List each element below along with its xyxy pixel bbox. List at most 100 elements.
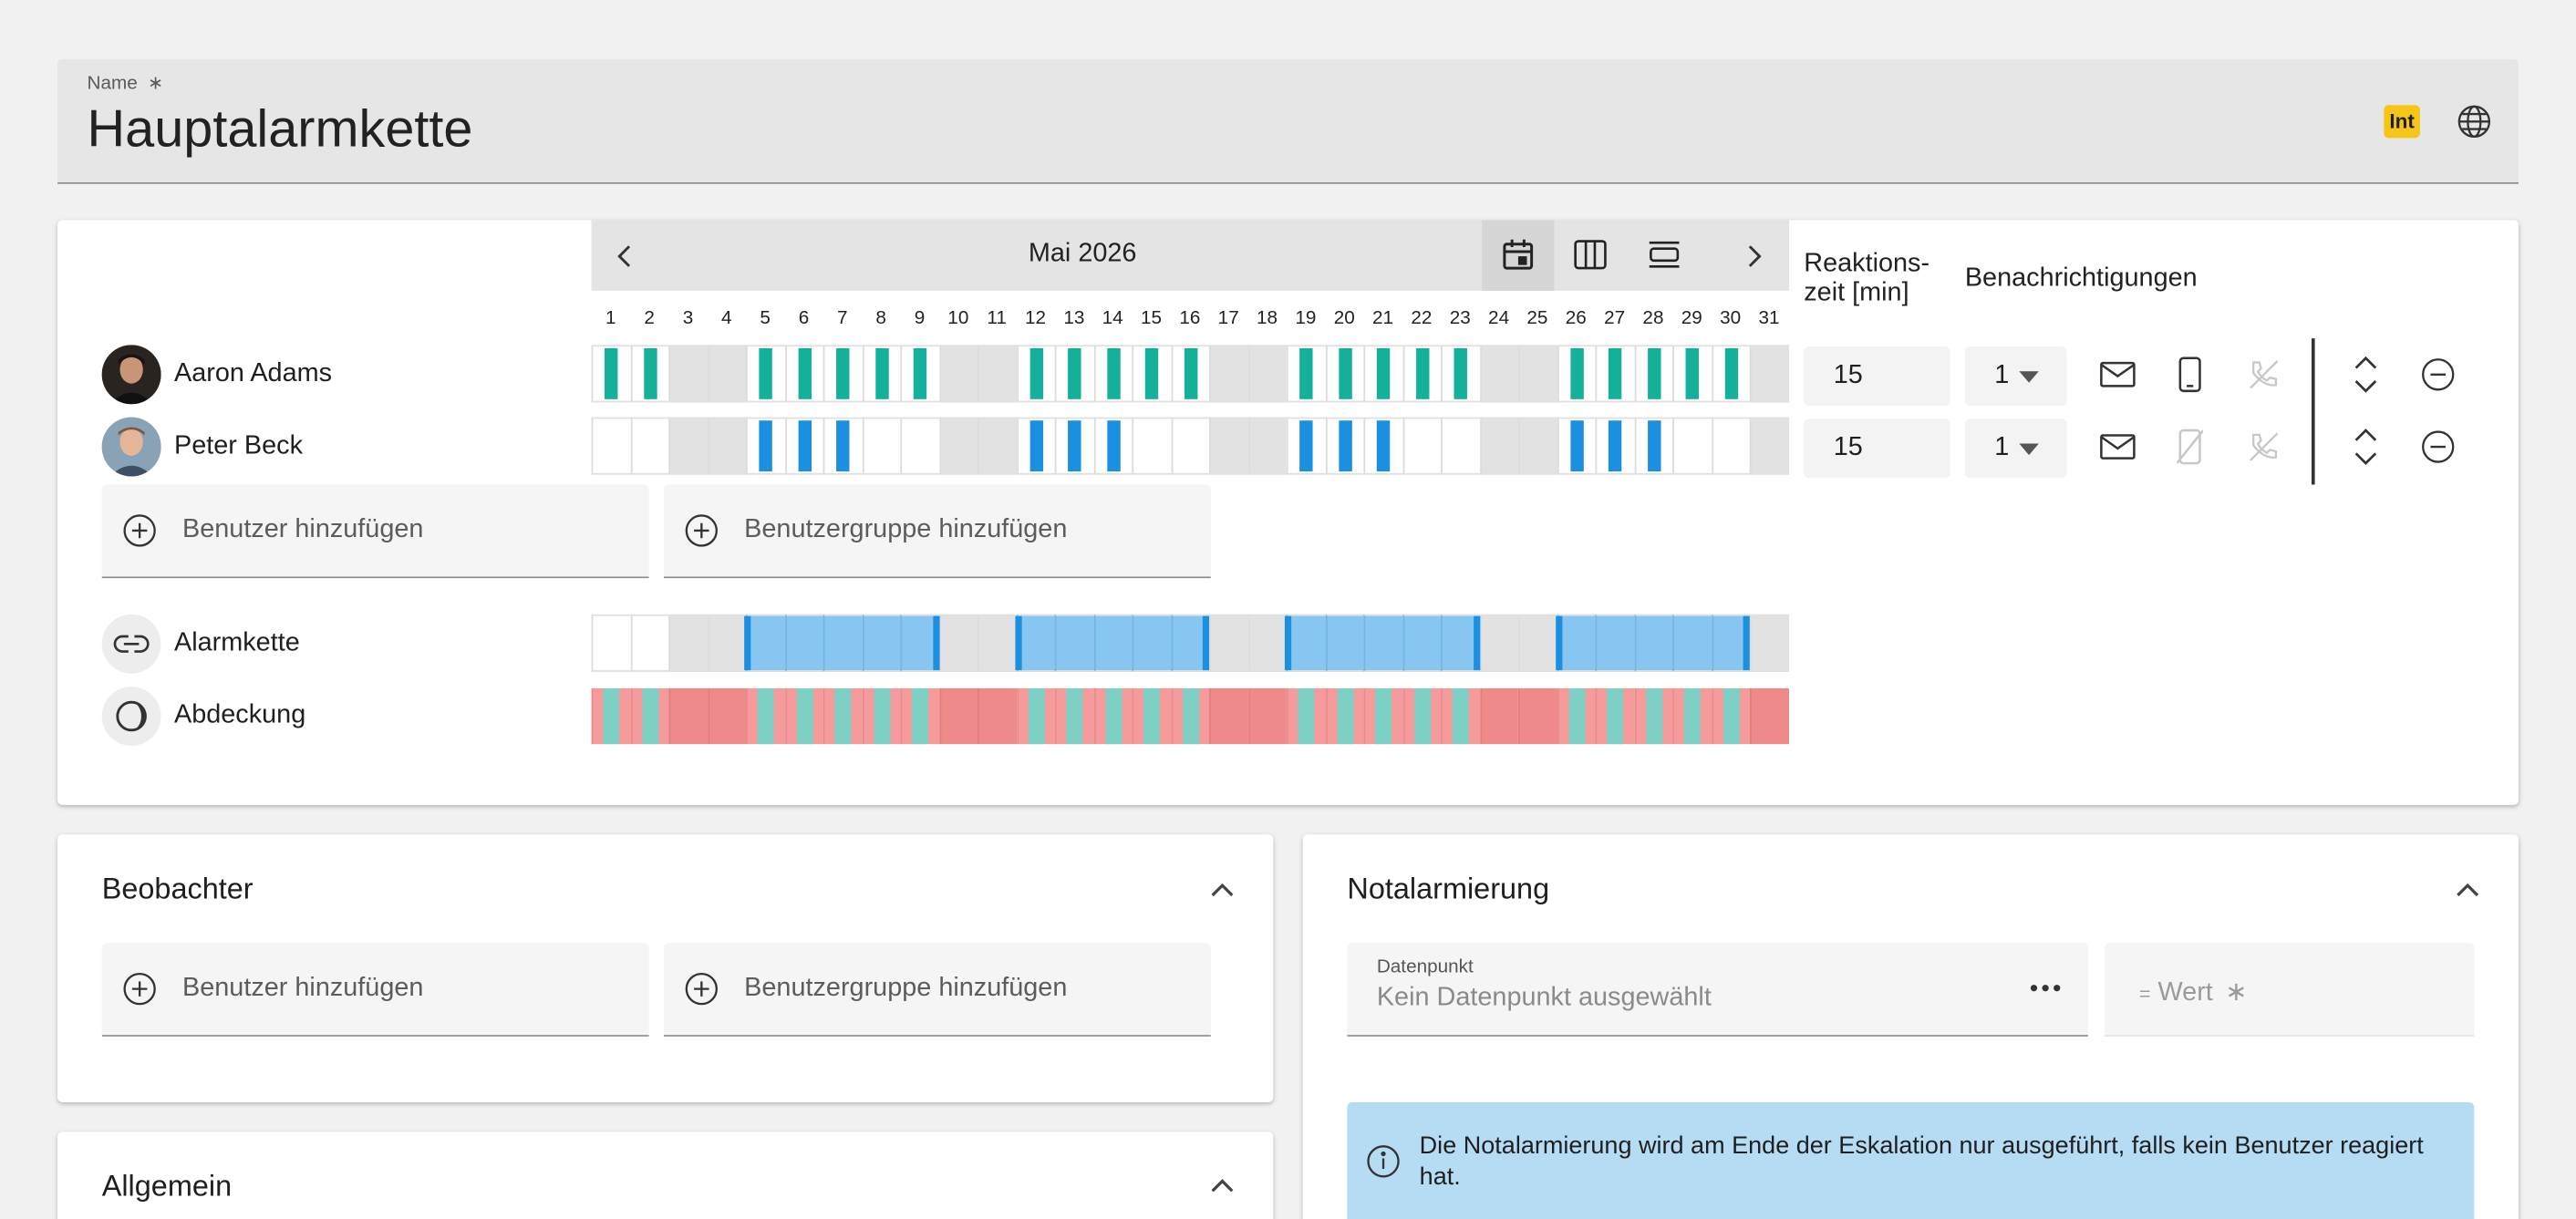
globe-icon[interactable] (2455, 102, 2494, 141)
name-value[interactable]: Hauptalarmkette (87, 98, 473, 158)
schedule-day-cell[interactable] (900, 345, 939, 403)
chevron-up-icon[interactable] (1205, 871, 1241, 907)
value-field[interactable]: = Wert ∗ (2104, 943, 2475, 1037)
schedule-day-cell[interactable] (822, 417, 862, 475)
schedule-day-cell[interactable] (1633, 417, 1673, 475)
schedule-day-cell[interactable] (784, 417, 823, 475)
call-disabled-icon[interactable] (2244, 355, 2283, 394)
schedule-day-cell[interactable] (1749, 417, 1789, 475)
schedule-day-cell[interactable] (1170, 345, 1210, 403)
add-group-button[interactable]: Benutzergruppe hinzufügen (663, 484, 1211, 579)
columns-view-icon[interactable] (1572, 236, 1609, 273)
reorder-icon[interactable] (2346, 426, 2385, 469)
schedule-day-cell[interactable] (1093, 417, 1133, 475)
coverage-ok-stripe (1336, 687, 1353, 745)
schedule-day-cell[interactable] (1132, 345, 1171, 403)
remove-icon[interactable] (2418, 427, 2457, 466)
reaction-time-input[interactable]: 15 (1804, 418, 1950, 479)
schedule-day-cell[interactable] (978, 417, 1017, 475)
schedule-day-cell[interactable] (861, 345, 901, 403)
schedule-day-cell[interactable] (978, 345, 1017, 403)
schedule-day-cell[interactable] (1209, 345, 1248, 403)
schedule-day-cell[interactable] (591, 345, 630, 403)
schedule-day-cell[interactable] (1054, 417, 1094, 475)
schedule-day-cell[interactable] (900, 417, 939, 475)
schedule-day-cell[interactable] (1595, 417, 1634, 475)
schedule-day-cell[interactable] (668, 417, 708, 475)
schedule-day-cell[interactable] (861, 417, 901, 475)
schedule-day-cell[interactable] (1557, 417, 1596, 475)
schedule-day-cell[interactable] (629, 345, 669, 403)
chevron-up-icon[interactable] (1205, 1166, 1241, 1203)
schedule-day-cell[interactable] (1441, 417, 1480, 475)
schedule-day-cell[interactable] (1286, 417, 1326, 475)
schedule-day-cell[interactable] (591, 417, 630, 475)
schedule-day-cell[interactable] (629, 417, 669, 475)
schedule-day-cell[interactable] (1170, 417, 1210, 475)
today-button[interactable] (1482, 220, 1555, 291)
int-badge[interactable]: Int (2384, 105, 2420, 139)
coverage-ok-stripe (1182, 687, 1199, 745)
reaction-time-input[interactable]: 15 (1804, 346, 1950, 407)
call-disabled-icon[interactable] (2244, 427, 2283, 466)
schedule-day-cell[interactable] (1441, 345, 1480, 403)
schedule-day-cell[interactable] (1517, 345, 1557, 403)
schedule-day-cell[interactable] (1016, 417, 1055, 475)
email-icon[interactable] (2098, 356, 2137, 393)
email-icon[interactable] (2098, 429, 2137, 465)
chevron-left-icon[interactable] (608, 238, 645, 274)
schedule-day-cell[interactable] (707, 417, 746, 475)
schedule-day-cell[interactable] (707, 345, 746, 403)
coverage-day-cell (629, 687, 669, 745)
schedule-day-cell[interactable] (1402, 417, 1442, 475)
schedule-day-cell[interactable] (1479, 345, 1518, 403)
schedule-day-cell[interactable] (1479, 417, 1518, 475)
schedule-day-cell[interactable] (1325, 345, 1364, 403)
schedule-day-cell[interactable] (938, 345, 978, 403)
rows-view-icon[interactable] (1646, 236, 1682, 273)
datapoint-field[interactable]: Datenpunkt Kein Datenpunkt ausgewählt (1347, 943, 2088, 1037)
add-user-button[interactable]: Benutzer hinzufügen (101, 943, 649, 1037)
remove-icon[interactable] (2418, 355, 2457, 394)
more-icon[interactable] (2024, 971, 2067, 1004)
schedule-day-cell[interactable] (1054, 345, 1094, 403)
name-field[interactable]: Name ∗ Hauptalarmkette Int (57, 58, 2519, 184)
schedule-day-cell[interactable] (938, 417, 978, 475)
schedule-day-cell[interactable] (1672, 417, 1712, 475)
schedule-day-cell[interactable] (1363, 345, 1402, 403)
schedule-day-cell[interactable] (1209, 417, 1248, 475)
schedule-day-cell[interactable] (1517, 417, 1557, 475)
schedule-day-cell[interactable] (1557, 345, 1596, 403)
schedule-day-cell[interactable] (1325, 417, 1364, 475)
phone-disabled-icon[interactable] (2172, 427, 2209, 466)
schedule-day-cell[interactable] (1247, 417, 1287, 475)
schedule-day-cell[interactable] (1711, 345, 1750, 403)
schedule-day-cell[interactable] (784, 345, 823, 403)
reorder-icon[interactable] (2346, 353, 2385, 396)
coverage-day-cell (1054, 687, 1094, 745)
alarmkette-day-cell (745, 614, 785, 672)
schedule-day-cell[interactable] (1402, 345, 1442, 403)
schedule-day-cell[interactable] (1595, 345, 1634, 403)
schedule-day-cell[interactable] (1286, 345, 1326, 403)
schedule-day-cell[interactable] (745, 417, 785, 475)
schedule-day-cell[interactable] (1749, 345, 1789, 403)
chevron-right-icon[interactable] (1735, 238, 1772, 274)
schedule-day-cell[interactable] (1016, 345, 1055, 403)
escalation-level-select[interactable]: 1 (1964, 418, 2067, 479)
add-user-button[interactable]: Benutzer hinzufügen (101, 484, 649, 579)
schedule-day-cell[interactable] (745, 345, 785, 403)
schedule-day-cell[interactable] (1672, 345, 1712, 403)
schedule-day-cell[interactable] (1093, 345, 1133, 403)
phone-icon[interactable] (2172, 355, 2209, 394)
schedule-day-cell[interactable] (1363, 417, 1402, 475)
schedule-day-cell[interactable] (822, 345, 862, 403)
schedule-day-cell[interactable] (1247, 345, 1287, 403)
schedule-day-cell[interactable] (668, 345, 708, 403)
schedule-day-cell[interactable] (1711, 417, 1750, 475)
chevron-up-icon[interactable] (2449, 871, 2486, 907)
schedule-day-cell[interactable] (1633, 345, 1673, 403)
escalation-level-select[interactable]: 1 (1964, 346, 2067, 407)
add-group-button[interactable]: Benutzergruppe hinzufügen (663, 943, 1211, 1037)
schedule-day-cell[interactable] (1132, 417, 1171, 475)
